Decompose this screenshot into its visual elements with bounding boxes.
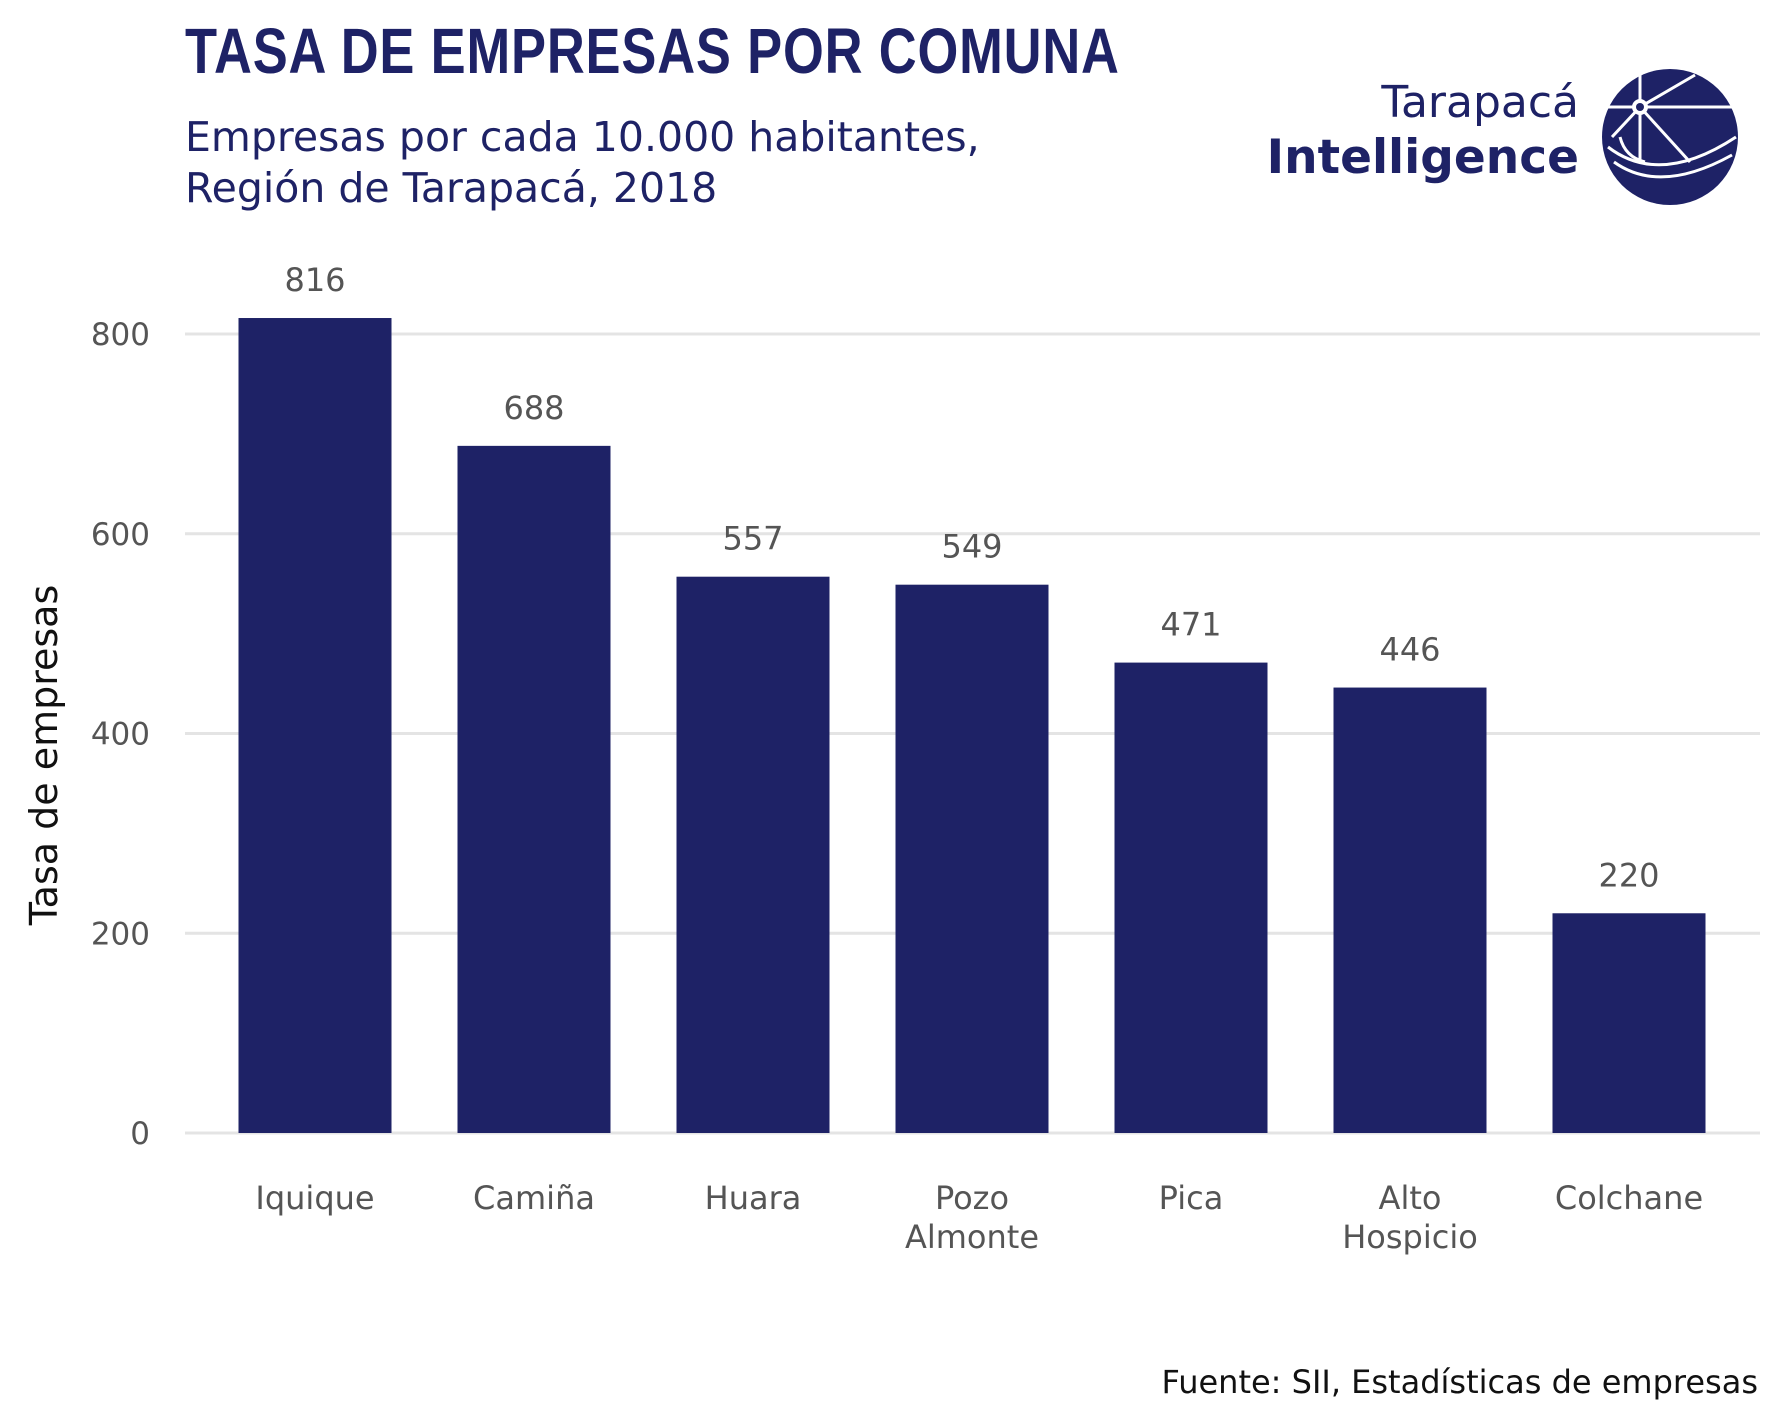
- x-tick-label-line: Almonte: [905, 1218, 1039, 1256]
- x-tick-label: Camiña: [473, 1179, 595, 1217]
- data-label: 816: [284, 261, 345, 299]
- brand-logo-text: Tarapacá Intelligence: [1267, 76, 1579, 186]
- bar-pica: [1114, 662, 1268, 1133]
- bar-camiña: [457, 445, 611, 1133]
- bar-pozo-almonte: [895, 584, 1049, 1133]
- y-tick-label: 400: [91, 717, 150, 753]
- x-tick-label-line: Camiña: [473, 1179, 595, 1217]
- subtitle-line-1: Empresas por cada 10.000 habitantes,: [185, 113, 980, 161]
- y-axis-ticks: 0 200 400 600 800: [91, 317, 150, 1152]
- x-tick-label-line: Huara: [705, 1179, 802, 1217]
- data-label: 557: [722, 520, 783, 558]
- data-label: 688: [503, 389, 564, 427]
- brand-name-line-2: Intelligence: [1266, 130, 1579, 185]
- y-tick-label: 800: [91, 317, 150, 353]
- x-tick-label-line: Colchane: [1555, 1179, 1703, 1217]
- chart-title: TASA DE EMPRESAS POR COMUNA: [185, 15, 1120, 87]
- x-tick-label: Pica: [1159, 1179, 1224, 1217]
- x-tick-label-line: Alto: [1379, 1179, 1442, 1217]
- y-tick-label: 0: [130, 1116, 150, 1152]
- data-label: 220: [1598, 856, 1659, 894]
- y-tick-label: 600: [91, 517, 150, 553]
- bars: [238, 318, 1706, 1133]
- bar-iquique: [238, 318, 392, 1133]
- data-label: 446: [1379, 631, 1440, 669]
- source-note: Fuente: SII, Estadísticas de empresas: [1161, 1363, 1758, 1401]
- data-label: 471: [1160, 606, 1221, 644]
- data-labels: 816 688 557 549 471 446 220: [284, 261, 1659, 894]
- x-tick-label: Colchane: [1555, 1179, 1703, 1217]
- x-tick-label-line: Hospicio: [1342, 1218, 1478, 1256]
- bar-huara: [676, 576, 830, 1133]
- x-tick-label: Alto Hospicio: [1342, 1179, 1478, 1256]
- x-tick-label: Iquique: [255, 1179, 374, 1217]
- x-tick-label: Pozo Almonte: [905, 1179, 1039, 1256]
- x-tick-label-line: Pozo: [935, 1179, 1009, 1217]
- chart-subtitle: Empresas por cada 10.000 habitantes, Reg…: [185, 112, 980, 214]
- brand-name-line-1: Tarapacá: [1381, 77, 1579, 128]
- data-label: 549: [941, 528, 1002, 566]
- x-tick-label: Huara: [705, 1179, 802, 1217]
- x-tick-label-line: Pica: [1159, 1179, 1224, 1217]
- globe-compass-icon: [1602, 69, 1738, 205]
- bar-alto-hospicio: [1333, 687, 1487, 1133]
- x-axis-categories: Iquique Camiña Huara Pozo Almonte Pica Alto Hos…: [255, 1179, 1703, 1256]
- bar-colchane: [1552, 913, 1706, 1133]
- subtitle-line-2: Región de Tarapacá, 2018: [185, 164, 718, 212]
- x-tick-label-line: Iquique: [255, 1179, 374, 1217]
- y-tick-label: 200: [91, 916, 150, 952]
